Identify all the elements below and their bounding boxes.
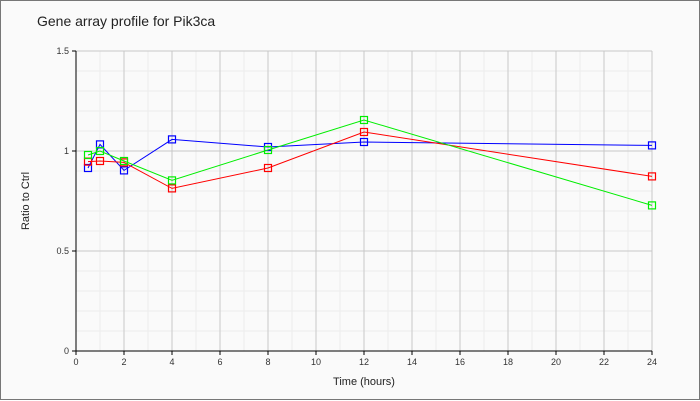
data-point-green — [263, 145, 273, 155]
y-axis-label: Ratio to Ctrl — [20, 172, 32, 230]
data-point-green — [359, 115, 369, 125]
x-axis-label: Time (hours) — [333, 376, 395, 388]
series-group — [83, 115, 657, 210]
chart-title: Gene array profile for Pik3ca — [37, 13, 215, 29]
data-point-green — [119, 156, 129, 166]
x-tick-label: 4 — [169, 357, 174, 367]
x-tick-label: 2 — [121, 357, 126, 367]
y-tick-label: 1 — [64, 146, 69, 156]
x-tick-label: 10 — [311, 357, 321, 367]
data-point-green — [167, 176, 177, 185]
data-point-blue — [167, 135, 177, 144]
y-tick-label: 0 — [64, 346, 69, 356]
x-tick-label: 8 — [265, 357, 270, 367]
data-point-green — [647, 201, 657, 210]
x-tick-label: 18 — [503, 357, 513, 367]
y-tick-label: 0.5 — [56, 246, 69, 256]
data-point-red — [359, 127, 369, 137]
data-point-red — [647, 172, 657, 181]
grid — [76, 50, 653, 352]
series-line-blue — [87, 138, 653, 172]
x-tick-label: 20 — [551, 357, 561, 367]
y-tick-label: 1.5 — [56, 46, 69, 56]
x-tick-label: 14 — [407, 357, 417, 367]
data-point-red — [263, 163, 273, 173]
x-tick-label: 24 — [647, 357, 657, 367]
data-point-green — [83, 150, 93, 160]
data-point-blue — [83, 163, 93, 173]
x-tick-label: 16 — [455, 357, 465, 367]
data-point-blue — [119, 166, 129, 175]
series-line-red — [87, 131, 653, 189]
x-tick-label: 22 — [599, 357, 609, 367]
data-point-green — [95, 146, 105, 156]
data-point-red — [167, 184, 177, 193]
data-point-blue — [647, 141, 657, 150]
x-tick-label: 12 — [359, 357, 369, 367]
data-point-red — [95, 156, 105, 166]
x-tick-label: 6 — [217, 357, 222, 367]
series-line-green — [87, 119, 653, 206]
data-point-blue — [359, 137, 369, 147]
x-tick-label: 0 — [73, 357, 78, 367]
